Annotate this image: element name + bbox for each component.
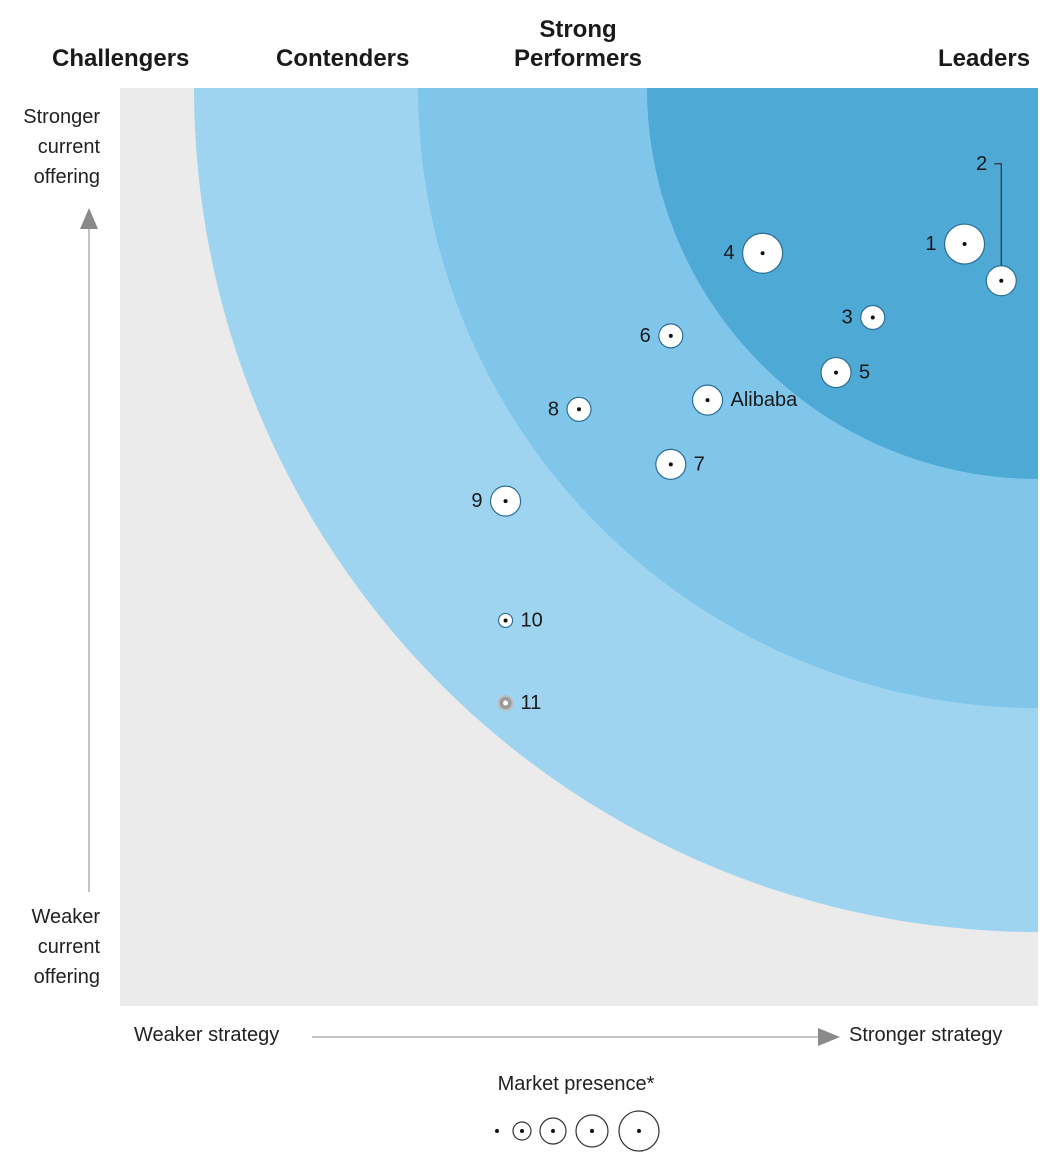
marker-dot: [962, 242, 967, 247]
vendor-marker-4[interactable]: 4: [723, 232, 784, 274]
vendor-label: 8: [548, 398, 559, 420]
vendor-label: 9: [471, 490, 482, 512]
marker-dot: [668, 333, 673, 338]
legend-dot: [520, 1129, 524, 1133]
y-top-line-1: Stronger: [23, 106, 100, 128]
vendor-label: 1: [925, 233, 936, 255]
legend-dot: [590, 1129, 594, 1133]
y-axis-top-label: Stronger current offering: [0, 102, 100, 192]
legend-dot: [551, 1129, 555, 1133]
x-axis-left-label: Weaker strategy: [134, 1024, 280, 1046]
y-bottom-line-3: offering: [33, 966, 100, 988]
vendor-label: 5: [859, 362, 870, 384]
y-bottom-line-2: current: [37, 936, 100, 958]
marker-dot: [668, 462, 673, 467]
marker-dot: [503, 618, 508, 623]
legend-size-0: [495, 1129, 499, 1133]
legend-dot: [495, 1129, 499, 1133]
marker-dot: [870, 315, 875, 320]
vendor-label: Alibaba: [731, 389, 799, 411]
y-top-line-3: offering: [33, 166, 100, 188]
x-axis-right-label: Stronger strategy: [849, 1024, 1003, 1046]
x-axis-arrow-icon: [818, 1028, 840, 1046]
vendor-marker-3[interactable]: 3: [842, 304, 886, 331]
vendor-label: 10: [521, 609, 543, 631]
y-axis-arrow-icon: [80, 208, 98, 229]
vendor-label: 11: [521, 692, 542, 714]
legend-title: Market presence*: [497, 1073, 655, 1095]
vendor-marker-1[interactable]: 1: [925, 223, 986, 265]
segment-leaders: Leaders: [938, 45, 1031, 72]
vendor-marker-2[interactable]: 2: [976, 153, 1017, 297]
segment-contenders: Contenders: [276, 45, 410, 72]
marker-dot: [760, 251, 765, 256]
vendor-marker-11[interactable]: 11: [497, 692, 542, 714]
marker-dot: [705, 398, 710, 403]
segment-challengers: Challengers: [52, 45, 190, 72]
legend-size-4: [618, 1110, 660, 1152]
marker-dot: [503, 499, 508, 504]
vendor-label: 3: [842, 307, 853, 329]
legend-size-2: [539, 1117, 567, 1145]
marker-dot: [577, 407, 581, 412]
vendor-marker-9[interactable]: 9: [471, 485, 522, 517]
vendor-label: 4: [723, 242, 734, 264]
vendor-marker-6[interactable]: 6: [640, 323, 684, 349]
y-bottom-line-1: Weaker: [31, 906, 100, 928]
legend-size-1: [512, 1121, 532, 1141]
vendor-marker-5[interactable]: 5: [820, 356, 870, 389]
vendor-label: 7: [694, 453, 705, 475]
y-top-line-2: current: [37, 136, 100, 158]
vendor-label: 2: [976, 153, 987, 175]
vendor-marker-10[interactable]: 10: [497, 609, 543, 631]
label-leader-line: [994, 163, 1002, 266]
legend-dot: [637, 1129, 641, 1133]
vendor-label: 6: [640, 325, 651, 347]
vendor-marker-7[interactable]: 7: [655, 448, 705, 480]
marker-dot: [834, 370, 839, 375]
marker-dot: [999, 278, 1004, 283]
vendor-marker-8[interactable]: 8: [548, 396, 592, 422]
ring-leaders-inner: [647, 88, 1038, 479]
y-axis-bottom-label: Weaker current offering: [0, 902, 100, 992]
segment-strong-performers: Strong Performers: [513, 16, 643, 72]
marker-dot: [503, 700, 509, 706]
vendor-marker-alibaba[interactable]: Alibaba: [691, 384, 799, 416]
legend-size-3: [575, 1114, 609, 1148]
